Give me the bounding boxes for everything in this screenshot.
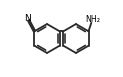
Text: N: N bbox=[24, 14, 31, 23]
Text: NH₂: NH₂ bbox=[85, 15, 100, 24]
